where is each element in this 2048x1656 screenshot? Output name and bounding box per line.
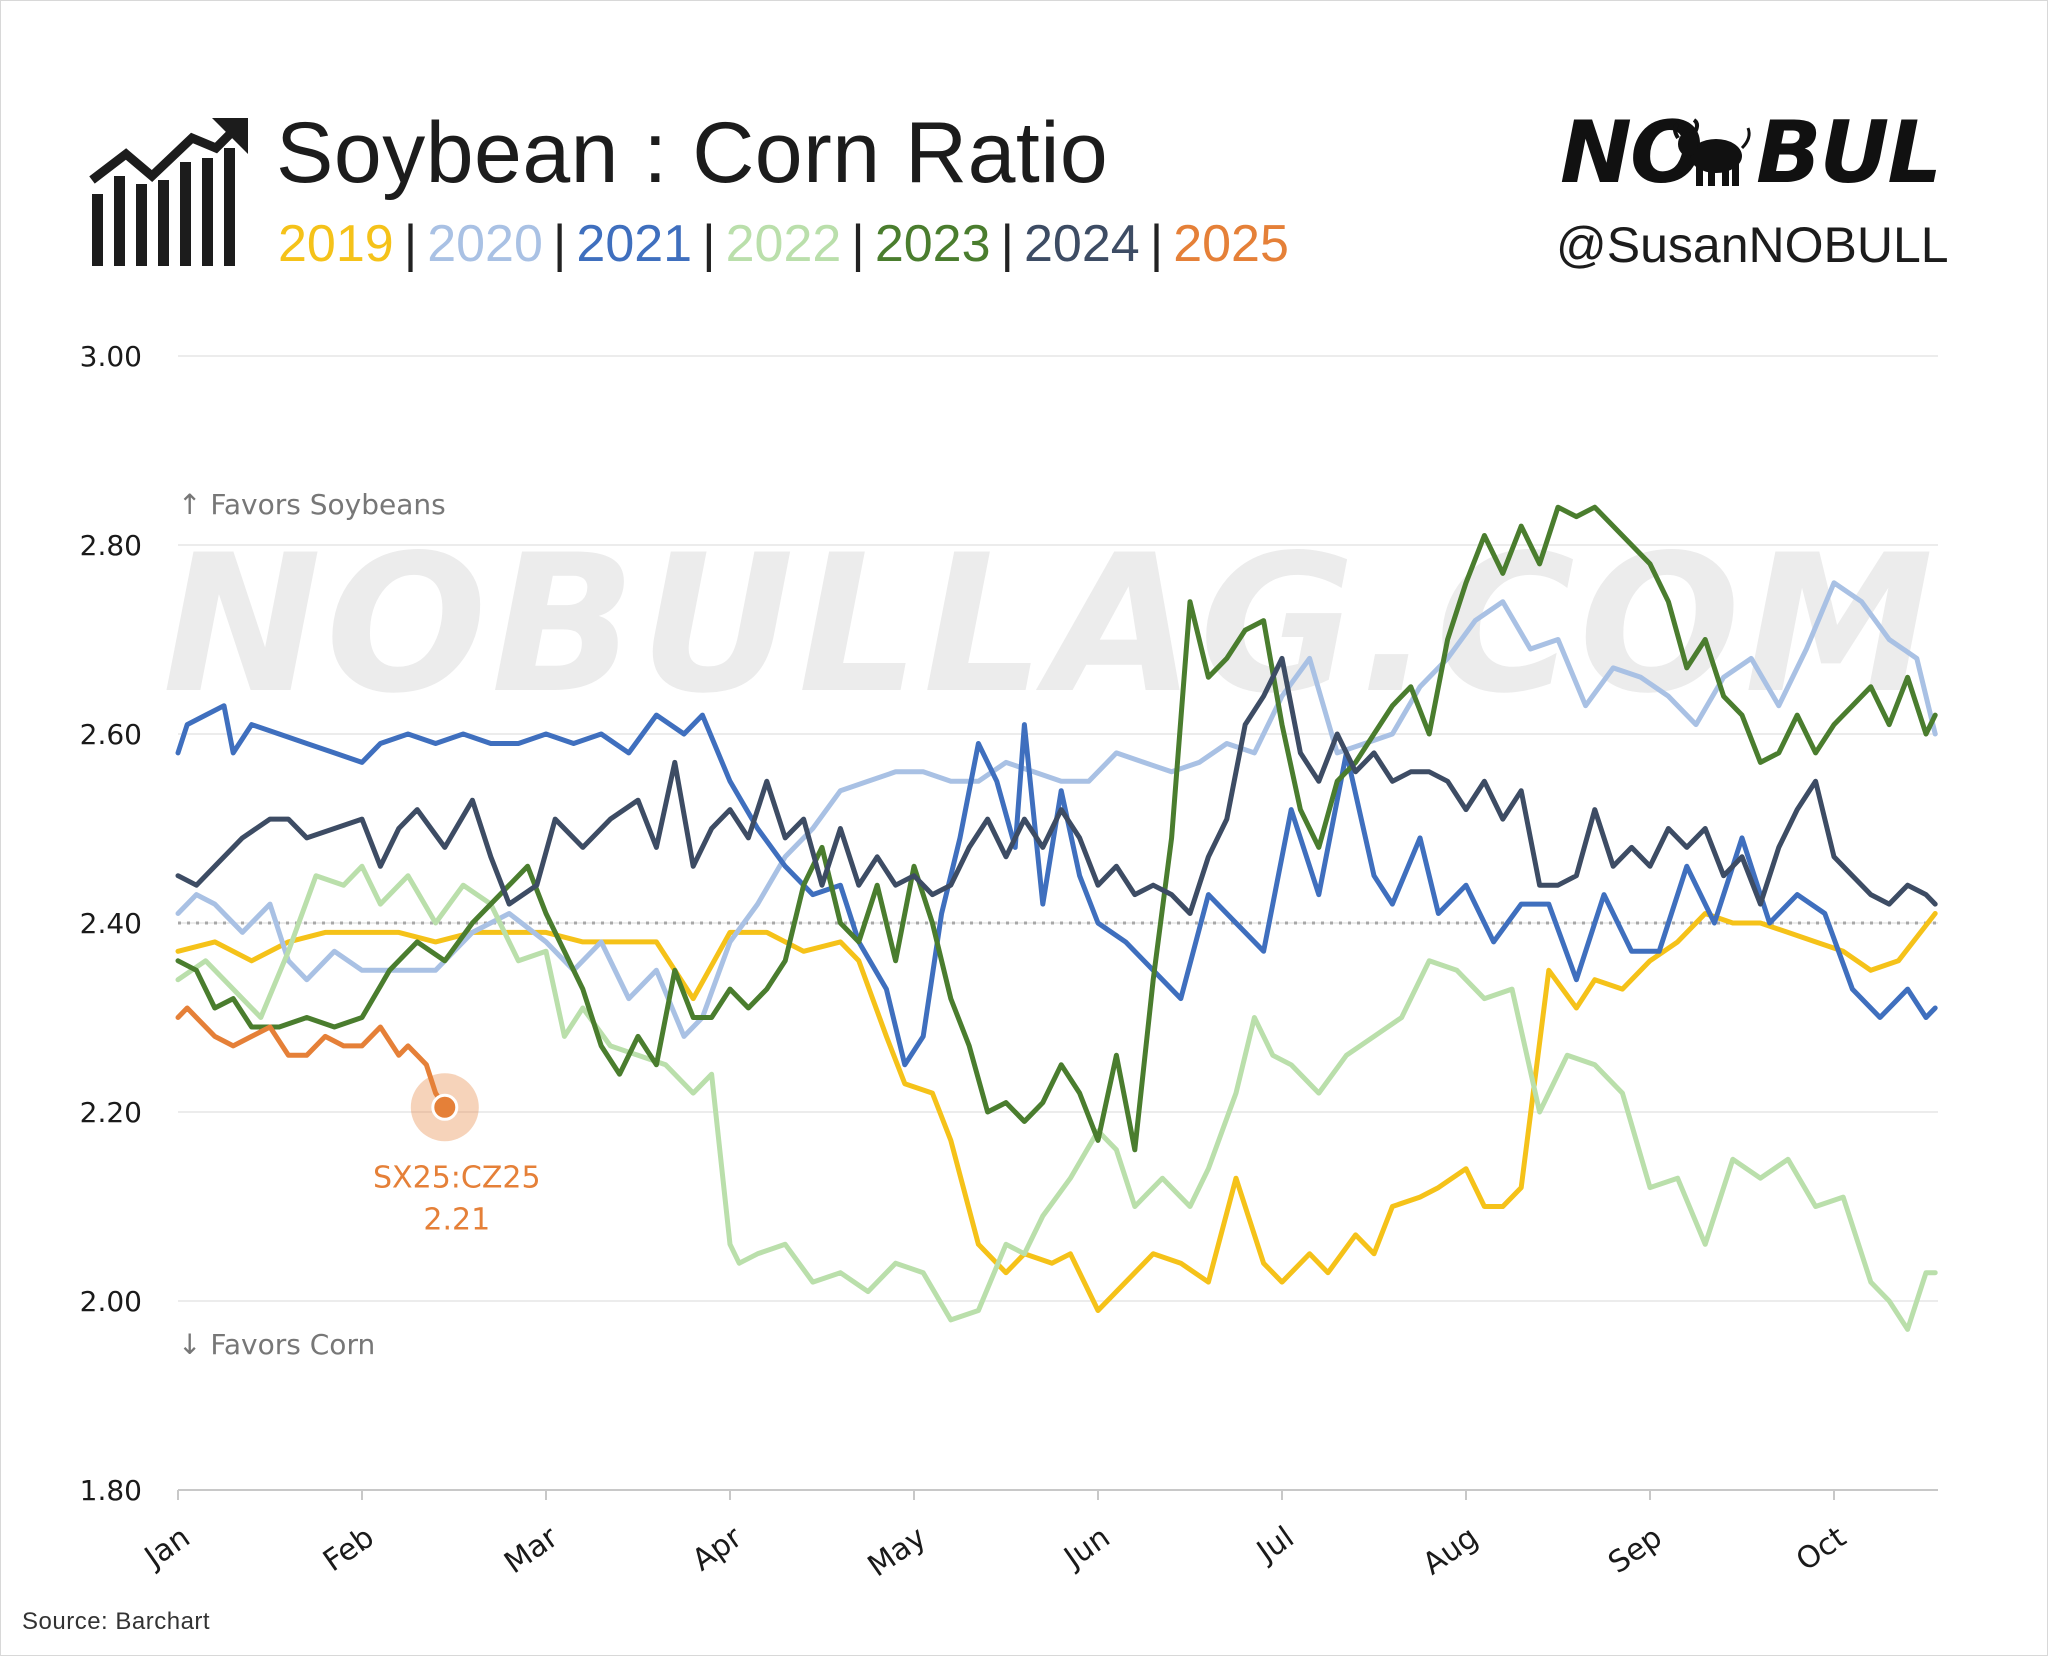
legend-separator: | <box>552 215 567 273</box>
x-tick-label: Apr <box>686 1520 749 1579</box>
series-line-2020 <box>175 580 1938 1039</box>
x-tick-label: Jun <box>1056 1520 1116 1577</box>
series-line-2021 <box>175 703 1938 1068</box>
legend-item-2023: 2023 <box>874 215 991 273</box>
series-line-2024 <box>175 655 1938 916</box>
legend-separator: | <box>702 215 716 273</box>
y-tick-label: 1.80 <box>80 1474 142 1507</box>
trend-chart-icon <box>89 118 248 266</box>
bull-icon <box>1673 118 1751 186</box>
favors-corn-label: ↓ Favors Corn <box>178 1328 375 1361</box>
y-tick-label: 2.40 <box>80 907 142 940</box>
chart-title: Soybean : Corn Ratio <box>276 105 1109 201</box>
legend-item-2025: 2025 <box>1173 215 1289 273</box>
logo-text-left: NO <box>1560 103 1701 198</box>
legend-item-2021: 2021 <box>576 215 693 273</box>
source-note: Source: Barchart <box>22 1608 211 1635</box>
y-tick-label: 2.20 <box>80 1096 142 1129</box>
logo-text-right: BULL <box>1756 103 1940 198</box>
legend-separator: | <box>1149 215 1164 273</box>
x-tick-label: Jul <box>1249 1520 1300 1571</box>
nobull-logo: NO BULL <box>1560 103 1940 198</box>
legend-item-2019: 2019 <box>278 215 394 273</box>
legend-separator: | <box>403 215 418 273</box>
y-tick-label: 3.00 <box>80 340 142 373</box>
x-tick-label: May <box>862 1520 933 1584</box>
series-line-2025 <box>175 1005 448 1110</box>
x-tick-label: Jan <box>137 1520 197 1576</box>
x-tick-label: Oct <box>1790 1520 1853 1579</box>
series-line-2023 <box>175 504 1938 1153</box>
legend-item-2024: 2024 <box>1024 215 1140 273</box>
y-tick-label: 2.00 <box>80 1285 142 1318</box>
favors-soybeans-label: ↑ Favors Soybeans <box>178 488 446 521</box>
year-legend: 2019 | 2020 | 2021 | 2022 | 2023 | 2024 | 2025 <box>278 214 1289 274</box>
x-tick-label: Feb <box>317 1520 381 1579</box>
x-tick-label: Mar <box>498 1520 565 1582</box>
legend-separator: | <box>1000 215 1015 273</box>
legend-item-2022: 2022 <box>725 215 842 273</box>
line-chart: NOBULLAG.COM1.802.002.202.402.602.803.00… <box>80 340 1938 1584</box>
annotation-value: 2.21 <box>423 1202 490 1237</box>
legend-item-2020: 2020 <box>427 215 543 273</box>
x-tick-label: Sep <box>1602 1520 1668 1581</box>
y-tick-label: 2.60 <box>80 718 142 751</box>
x-tick-label: Aug <box>1417 1520 1485 1582</box>
annotation-label: SX25:CZ25 <box>373 1160 541 1195</box>
legend-separator: | <box>851 215 865 273</box>
latest-point <box>431 1093 459 1121</box>
series-line-2022 <box>175 863 1938 1332</box>
y-tick-label: 2.80 <box>80 529 142 562</box>
twitter-handle: @SusanNOBULL <box>1556 217 1949 273</box>
